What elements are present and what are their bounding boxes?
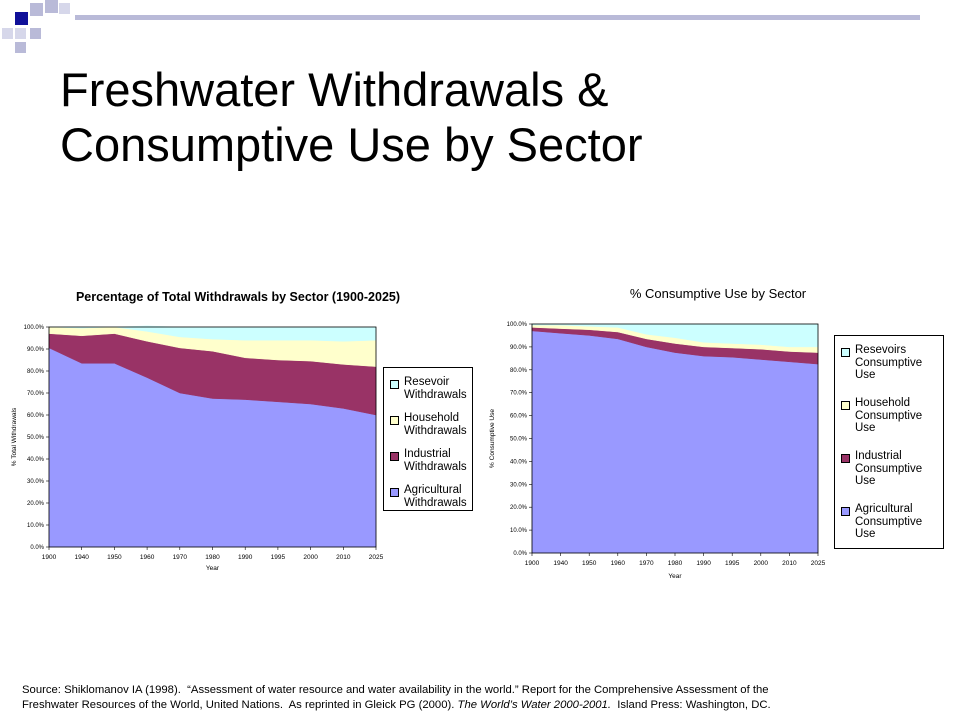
- y-tick-label: 70.0%: [27, 391, 45, 397]
- corner-decoration-square-lavender: [45, 0, 58, 13]
- x-tick-label: 1995: [271, 554, 286, 561]
- x-tick-label: 2025: [811, 560, 826, 567]
- area-series-agricultural: [531, 330, 819, 554]
- x-tick-label: 1900: [525, 560, 540, 567]
- source-note-suffix: Island Press: Washington, DC.: [610, 699, 771, 711]
- y-tick-label: 40.0%: [27, 457, 45, 463]
- legend-swatch: [841, 507, 850, 516]
- legend-label: Resevoirs Consumptive Use: [855, 344, 923, 381]
- y-tick-label: 60.0%: [510, 414, 528, 420]
- y-tick-label: 60.0%: [27, 413, 45, 419]
- y-tick-label: 50.0%: [27, 435, 45, 441]
- slide-title: Freshwater Withdrawals & Consumptive Use…: [60, 62, 920, 172]
- legend-swatch: [390, 416, 399, 425]
- legend-swatch: [390, 452, 399, 461]
- y-axis-label: % Consumptive Use: [489, 409, 496, 468]
- legend-label: Industrial Consumptive Use: [855, 450, 923, 487]
- y-tick-label: 100.0%: [24, 325, 45, 331]
- y-tick-label: 30.0%: [510, 482, 528, 488]
- legend-label: Resevoir Withdrawals: [404, 376, 467, 401]
- y-tick-label: 0.0%: [30, 545, 44, 551]
- legend-swatch: [841, 348, 850, 357]
- x-tick-label: 2010: [336, 554, 351, 561]
- source-note-prefix: Freshwater Resources of the World, Unite…: [22, 699, 458, 711]
- source-note-line-2: Freshwater Resources of the World, Unite…: [22, 698, 942, 713]
- corner-decoration-square-lavender: [15, 28, 26, 39]
- legend-label: Industrial Withdrawals: [404, 448, 467, 473]
- x-tick-label: 1980: [205, 554, 220, 561]
- x-tick-label: 1900: [42, 554, 57, 561]
- x-tick-label: 1950: [582, 560, 597, 567]
- x-tick-label: 2025: [369, 554, 384, 561]
- legend-swatch: [841, 454, 850, 463]
- legend-swatch: [390, 488, 399, 497]
- legend-label: Household Withdrawals: [404, 412, 467, 437]
- y-tick-label: 10.0%: [510, 528, 528, 534]
- chart-title: % Consumptive Use by Sector: [630, 286, 807, 301]
- chart-title: Percentage of Total Withdrawals by Secto…: [76, 290, 400, 304]
- y-tick-label: 40.0%: [510, 459, 528, 465]
- x-axis-label: Year: [668, 573, 682, 580]
- x-tick-label: 1950: [107, 554, 122, 561]
- y-tick-label: 50.0%: [510, 437, 528, 443]
- x-tick-label: 2010: [782, 560, 797, 567]
- slide-title-line-2: Consumptive Use by Sector: [60, 118, 643, 171]
- x-axis-label: Year: [206, 565, 220, 572]
- consumptive-use-legend: Resevoirs Consumptive Use Household Consu…: [834, 335, 944, 549]
- y-tick-label: 70.0%: [510, 391, 528, 397]
- legend-label: Agricultural Consumptive Use: [855, 503, 923, 540]
- y-tick-label: 90.0%: [510, 345, 528, 351]
- consumptive-use-chart: % Consumptive Use by Sector 0.0% 10.0% 20.0…: [489, 286, 826, 580]
- slide-title-line-1: Freshwater Withdrawals &: [60, 63, 609, 116]
- x-tick-label: 1990: [696, 560, 711, 567]
- source-note: Source: Shiklomanov IA (1998). “Assessme…: [22, 683, 942, 713]
- y-tick-label: 20.0%: [510, 505, 528, 511]
- title-bar: [75, 15, 920, 20]
- x-tick-label: 1990: [238, 554, 253, 561]
- y-tick-label: 10.0%: [27, 523, 45, 529]
- legend-label: Agricultural Withdrawals: [404, 484, 467, 509]
- x-tick-label: 1970: [173, 554, 188, 561]
- source-note-book-title: The World’s Water 2000-2001.: [457, 699, 611, 711]
- y-tick-label: 20.0%: [27, 501, 45, 507]
- corner-decoration-square-lavender: [30, 3, 43, 16]
- corner-decoration-square-lavender: [59, 3, 70, 14]
- x-tick-label: 1960: [611, 560, 626, 567]
- legend-label: Household Consumptive Use: [855, 397, 923, 434]
- x-tick-label: 1970: [639, 560, 654, 567]
- y-tick-label: 80.0%: [27, 369, 45, 375]
- y-tick-label: 100.0%: [507, 322, 528, 328]
- corner-decoration-square-navy: [15, 12, 28, 25]
- corner-decoration-square-lavender: [2, 28, 13, 39]
- x-tick-label: 2000: [303, 554, 318, 561]
- y-axis-label: % Total Withdrawals: [11, 407, 18, 466]
- x-tick-label: 1940: [553, 560, 568, 567]
- y-tick-label: 0.0%: [513, 551, 527, 557]
- x-tick-label: 1995: [725, 560, 740, 567]
- withdrawals-legend: Resevoir Withdrawals Household Withdrawal…: [383, 367, 473, 511]
- y-tick-label: 80.0%: [510, 368, 528, 374]
- withdrawals-chart: Percentage of Total Withdrawals by Secto…: [11, 290, 400, 572]
- x-tick-label: 1940: [74, 554, 89, 561]
- legend-swatch: [390, 380, 399, 389]
- y-tick-label: 90.0%: [27, 347, 45, 353]
- x-tick-label: 2000: [754, 560, 769, 567]
- source-note-line-1: Source: Shiklomanov IA (1998). “Assessme…: [22, 684, 769, 696]
- y-tick-label: 30.0%: [27, 479, 45, 485]
- corner-decoration-square-lavender: [30, 28, 41, 39]
- x-tick-label: 1960: [140, 554, 155, 561]
- x-tick-label: 1980: [668, 560, 683, 567]
- legend-swatch: [841, 401, 850, 410]
- corner-decoration-square-lavender: [15, 42, 26, 53]
